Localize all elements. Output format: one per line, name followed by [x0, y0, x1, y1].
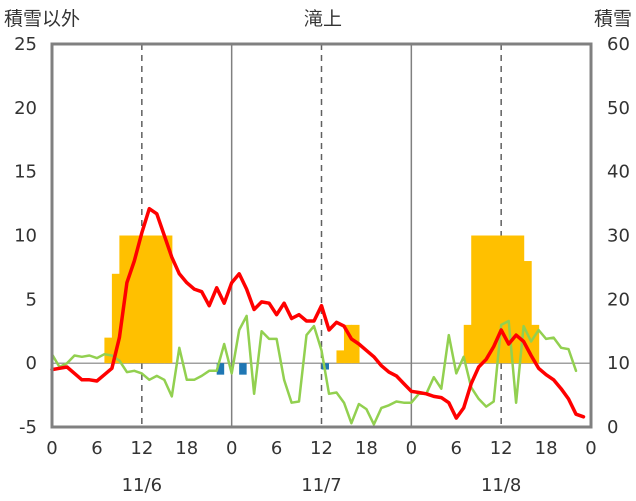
snow-bar [523, 261, 532, 364]
snow-bar [508, 235, 517, 364]
snow-bar [501, 235, 510, 364]
right-tick-label: 60 [607, 34, 630, 55]
x-tick-label: 0 [226, 438, 237, 459]
temperature-line-series [50, 206, 586, 420]
right-tick-label: 40 [607, 162, 630, 183]
left-tick-label: 15 [14, 162, 37, 183]
right-tick-label: 50 [607, 98, 630, 119]
green-line-series [50, 314, 578, 426]
x-tick-label: 12 [310, 438, 333, 459]
right-tick-label: 30 [607, 226, 630, 247]
x-tick-label: 0 [46, 438, 57, 459]
left-tick-label: -5 [19, 417, 37, 438]
left-axis-ticks: 25 20 15 10 5 0 -5 [14, 34, 37, 438]
snow-bar [141, 235, 150, 364]
snow-bar [516, 235, 525, 364]
x-tick-label: 18 [175, 438, 198, 459]
x-tick-label: 6 [451, 438, 462, 459]
snow-bar [149, 235, 158, 364]
day-labels: 11/6 11/7 11/8 [122, 475, 522, 496]
left-tick-label: 10 [14, 226, 37, 247]
snow-bar [336, 350, 345, 364]
precip-bar [216, 363, 225, 375]
right-tick-label: 20 [607, 289, 630, 310]
x-tick-label: 0 [585, 438, 596, 459]
right-axis-ticks: 60 50 40 30 20 10 0 [607, 34, 630, 438]
snow-bar [156, 235, 165, 364]
snow-bar [351, 324, 360, 364]
x-tick-label: 12 [130, 438, 153, 459]
day-label: 11/7 [301, 475, 341, 496]
x-tick-label: 18 [355, 438, 378, 459]
snow-bar [493, 235, 502, 364]
snow-bar [164, 235, 173, 364]
x-tick-label: 12 [490, 438, 513, 459]
snow-bars [104, 235, 540, 364]
x-axis-ticks: 0 6 12 18 0 6 12 18 0 6 12 18 0 [46, 438, 596, 459]
left-axis-title: 積雪以外 [4, 8, 80, 30]
day-label: 11/6 [122, 475, 162, 496]
right-tick-label: 10 [607, 353, 630, 374]
snow-bar [111, 273, 120, 364]
snow-bar [463, 324, 472, 364]
x-tick-label: 18 [535, 438, 558, 459]
snow-bar [531, 324, 540, 364]
snow-bar [126, 235, 135, 364]
left-tick-label: 0 [26, 353, 37, 374]
x-tick-label: 6 [91, 438, 102, 459]
snow-bar [104, 337, 113, 364]
day-label: 11/8 [481, 475, 521, 496]
chart-title: 滝上 [304, 8, 342, 30]
precip-bar [239, 363, 247, 375]
left-tick-label: 20 [14, 98, 37, 119]
snow-bar [478, 235, 487, 364]
snow-bar [486, 235, 495, 364]
left-tick-label: 25 [14, 34, 37, 55]
right-axis-title: 積雪 [594, 8, 632, 30]
x-tick-label: 0 [406, 438, 417, 459]
plot-frame [50, 42, 593, 429]
snow-bar [134, 235, 143, 364]
right-tick-label: 0 [607, 417, 618, 438]
x-tick-label: 6 [271, 438, 282, 459]
snow-bar [343, 324, 353, 364]
snow-bar [471, 235, 480, 364]
left-tick-label: 5 [26, 289, 37, 310]
